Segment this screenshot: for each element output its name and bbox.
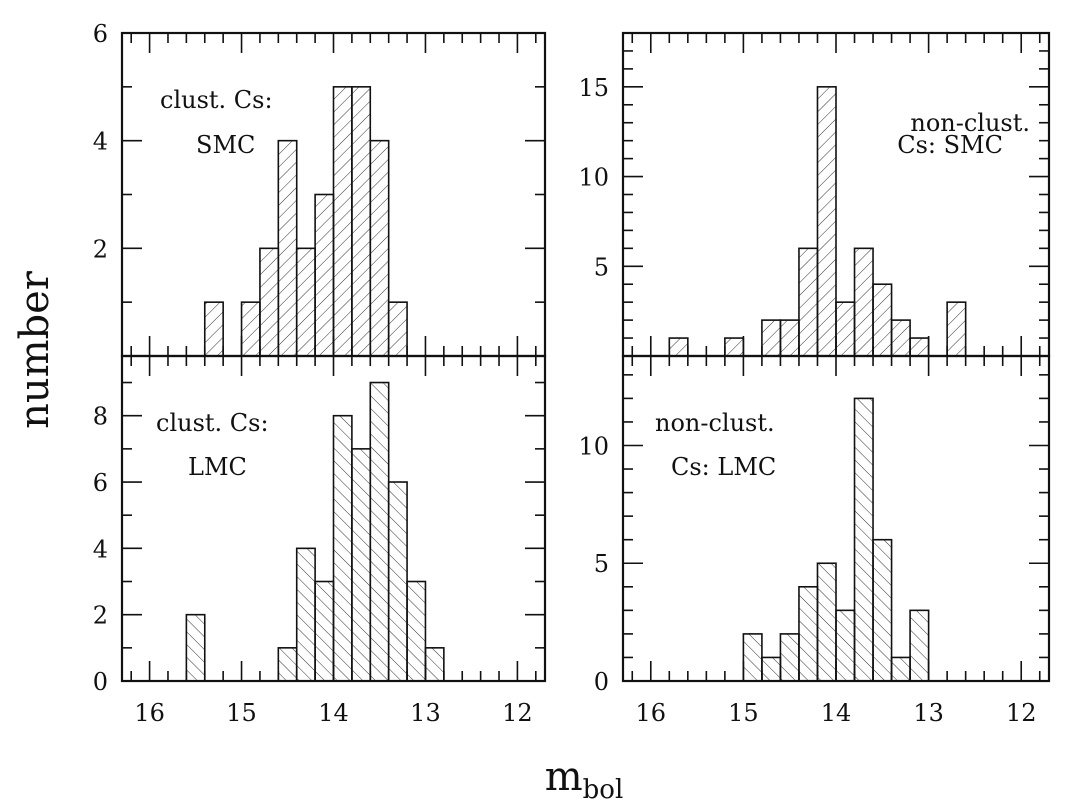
histogram-bar bbox=[798, 585, 819, 682]
histogram-bar bbox=[816, 562, 837, 682]
histogram-bar bbox=[816, 86, 837, 357]
histogram-bar bbox=[668, 337, 689, 357]
x-tick-label: 13 bbox=[410, 699, 441, 727]
histogram-bar bbox=[742, 633, 763, 682]
panel-bottom-left: 0 2 4 6 8 16 15 14 13 12 clust. Cs: LMC bbox=[93, 354, 547, 727]
histogram-bar bbox=[853, 247, 874, 357]
histogram-bar bbox=[890, 656, 911, 682]
histogram-bar bbox=[259, 247, 280, 357]
histogram-bar bbox=[295, 247, 316, 357]
y-tick-label: 4 bbox=[93, 535, 108, 563]
y-tick-label: 2 bbox=[93, 235, 108, 263]
histogram-bar bbox=[724, 337, 745, 357]
histogram-bar bbox=[798, 247, 819, 357]
x-axis-label-main: m bbox=[545, 754, 583, 800]
histogram-bar bbox=[351, 448, 372, 682]
histogram-bar bbox=[853, 397, 874, 682]
histogram-bar bbox=[890, 319, 911, 357]
histogram-bar bbox=[277, 647, 298, 682]
panel-annotation: non-clust. bbox=[910, 109, 1030, 137]
histogram-bar bbox=[387, 301, 408, 357]
histogram-bar bbox=[332, 414, 353, 682]
x-axis-label: mbol bbox=[545, 754, 624, 805]
y-tick-label: 0 bbox=[93, 668, 108, 696]
panel-annotation: Cs: SMC bbox=[897, 131, 1003, 159]
histogram-bar bbox=[872, 538, 893, 682]
histogram-bar bbox=[240, 301, 261, 357]
y-axis-label: number bbox=[12, 270, 58, 429]
histogram-bar bbox=[406, 580, 427, 682]
x-tick-label: 14 bbox=[318, 699, 349, 727]
x-axis-label-subscript: bol bbox=[583, 775, 624, 805]
histogram-bar bbox=[295, 547, 316, 682]
y-tick-label: 10 bbox=[578, 164, 609, 192]
y-tick-label: 2 bbox=[93, 602, 108, 630]
histogram-bar bbox=[779, 319, 800, 357]
y-tick-label: 15 bbox=[578, 74, 609, 102]
histogram-bar bbox=[185, 613, 206, 682]
histogram-bar bbox=[835, 301, 856, 357]
histogram-bar bbox=[369, 381, 390, 682]
histogram-bar bbox=[761, 656, 782, 682]
y-tick-label: 10 bbox=[578, 432, 609, 460]
histogram-bar bbox=[835, 609, 856, 682]
x-tick-label: 13 bbox=[913, 699, 944, 727]
histogram-bar bbox=[203, 301, 224, 357]
histogram-bar bbox=[332, 86, 353, 357]
x-tick-label: 12 bbox=[502, 699, 533, 727]
histogram-bar bbox=[277, 139, 298, 357]
panel-annotation: LMC bbox=[188, 453, 247, 481]
panel-annotation: non-clust. bbox=[655, 409, 775, 437]
panel-top-right: 5 10 15 non-clust.Cs: SMC bbox=[578, 31, 1051, 358]
histogram-bar bbox=[314, 193, 335, 357]
panel-annotation: SMC bbox=[196, 131, 255, 159]
y-tick-label: 5 bbox=[594, 253, 609, 281]
y-tick-label: 5 bbox=[594, 550, 609, 578]
y-tick-label: 0 bbox=[594, 668, 609, 696]
y-tick-label: 6 bbox=[93, 20, 108, 48]
y-tick-label: 6 bbox=[93, 469, 108, 497]
panel-annotation: clust. Cs: bbox=[156, 409, 269, 437]
histogram-bar bbox=[872, 283, 893, 357]
histogram-bar bbox=[387, 481, 408, 682]
histogram-bar bbox=[779, 633, 800, 682]
y-tick-label: 4 bbox=[93, 128, 108, 156]
histogram-bar bbox=[909, 337, 930, 357]
histogram-bar bbox=[351, 86, 372, 357]
y-tick-label: 8 bbox=[93, 403, 108, 431]
panel-bottom-right: 0 5 10 16 15 14 13 12 non-clust. Cs: LMC bbox=[578, 354, 1051, 727]
histogram-bar bbox=[369, 139, 390, 357]
x-tick-label: 14 bbox=[821, 699, 852, 727]
x-tick-label: 16 bbox=[636, 699, 667, 727]
x-tick-label: 12 bbox=[1006, 699, 1037, 727]
histogram-bar bbox=[424, 647, 445, 682]
panel-annotation: Cs: LMC bbox=[671, 453, 776, 481]
x-tick-label: 15 bbox=[226, 699, 257, 727]
histogram-bar bbox=[946, 301, 967, 357]
x-tick-label: 16 bbox=[134, 699, 165, 727]
histogram-bar bbox=[909, 609, 930, 682]
histogram-bar bbox=[314, 580, 335, 682]
panel-annotation: clust. Cs: bbox=[160, 86, 273, 114]
x-tick-label: 15 bbox=[728, 699, 759, 727]
panel-top-left: 2 4 6 clust. Cs: SMC bbox=[93, 20, 547, 358]
histogram-bar bbox=[761, 319, 782, 357]
